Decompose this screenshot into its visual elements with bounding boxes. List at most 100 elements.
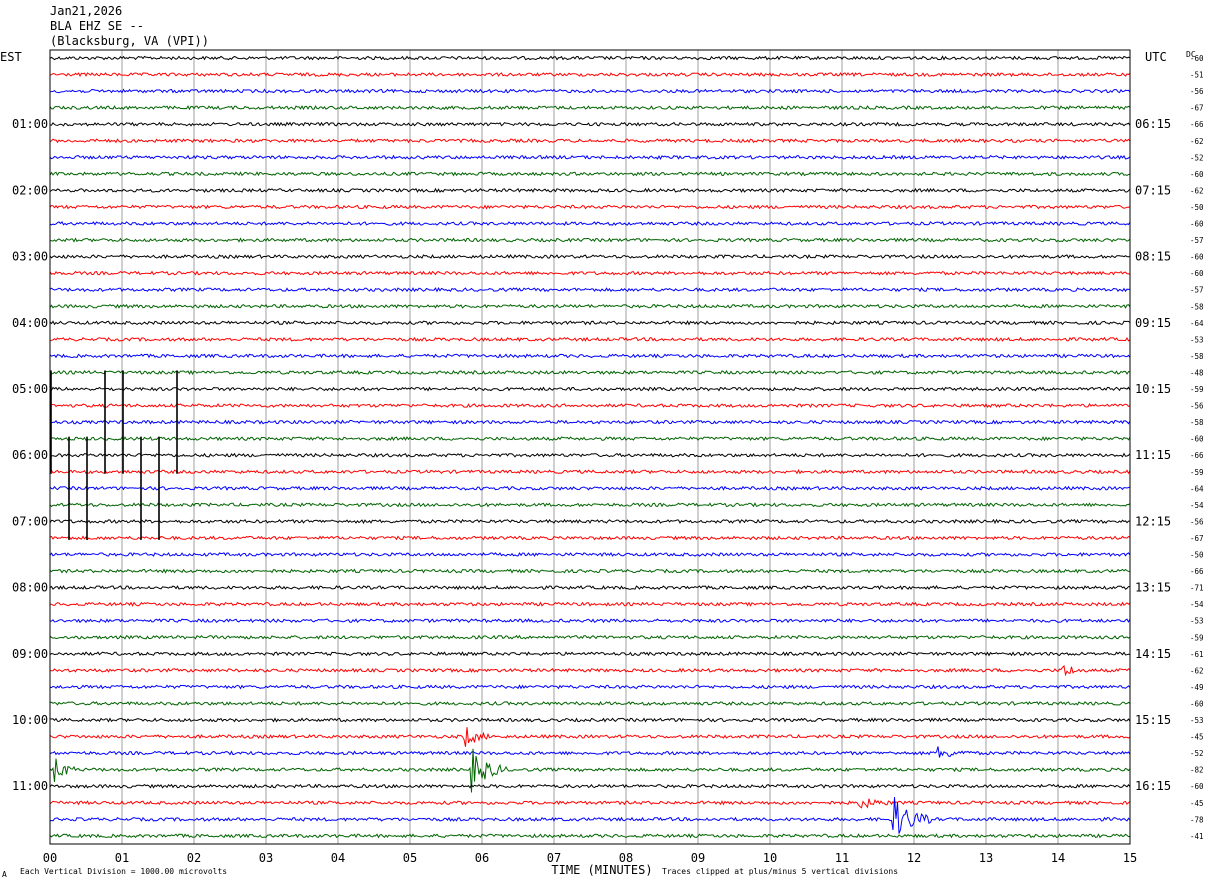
- left-hour-label: 04:00: [12, 316, 48, 330]
- dc-offset-label: -60: [1190, 699, 1204, 708]
- right-hour-label: 07:15: [1135, 183, 1171, 197]
- left-hour-label: 09:00: [12, 647, 48, 661]
- right-hour-label: 08:15: [1135, 250, 1171, 264]
- trace-24: [49, 436, 1131, 442]
- right-axis-title: UTC: [1145, 50, 1167, 64]
- x-tick-label: 06: [475, 851, 489, 865]
- dc-offset-label: -59: [1190, 385, 1204, 394]
- trace-36: [49, 634, 1131, 640]
- axis-labels: 00 01 02 03 04 05 06 07 08 09 10 11 12 13 14 15 TIME (MI…: [0, 50, 1204, 877]
- x-axis-title: TIME (MINUTES): [551, 863, 652, 877]
- trace-44: [49, 748, 1131, 793]
- trace-27: [49, 485, 1131, 491]
- right-hour-label: 10:15: [1135, 382, 1171, 396]
- trace-4: [49, 105, 1131, 111]
- left-hour-label: 02:00: [12, 183, 48, 197]
- trace-40: [49, 700, 1131, 706]
- trace-21: [49, 386, 1131, 392]
- dc-offset-label: -54: [1190, 600, 1204, 609]
- scale-note: Each Vertical Division = 1000.00 microvo…: [20, 867, 228, 876]
- dc-offset-label: -66: [1190, 567, 1204, 576]
- dc-offset-label: -66: [1190, 451, 1204, 460]
- trace-25: [49, 452, 1131, 458]
- dc-offset-label: -53: [1190, 335, 1204, 344]
- trace-7: [49, 154, 1131, 160]
- dc-offset-label: -58: [1190, 418, 1204, 427]
- trace-47: [49, 797, 1131, 834]
- trace-45: [49, 783, 1131, 789]
- trace-2: [49, 72, 1131, 78]
- trace-10: [49, 204, 1131, 210]
- clip-note: Traces clipped at plus/minus 5 vertical …: [662, 867, 899, 876]
- trace-22: [49, 403, 1131, 409]
- left-hour-label: 08:00: [12, 581, 48, 595]
- trace-23: [49, 419, 1131, 425]
- trace-31: [49, 552, 1131, 558]
- left-hour-label: 07:00: [12, 514, 48, 528]
- dc-offset-label: -58: [1190, 352, 1204, 361]
- dc-offset-label: -51: [1190, 71, 1204, 80]
- x-tick-label: 14: [1051, 851, 1065, 865]
- right-hour-label: 11:15: [1135, 448, 1171, 462]
- trace-17: [49, 320, 1131, 326]
- right-hour-label: 16:15: [1135, 779, 1171, 793]
- dc-offset-label: -58: [1190, 302, 1204, 311]
- trace-18: [49, 336, 1131, 342]
- dc-offset-label: -67: [1190, 104, 1204, 113]
- right-hour-label: 14:15: [1135, 647, 1171, 661]
- right-hour-label: 15:15: [1135, 713, 1171, 727]
- dc-offset-label: -59: [1190, 633, 1204, 642]
- trace-35: [49, 618, 1131, 624]
- x-tick-label: 01: [115, 851, 129, 865]
- trace-11: [49, 220, 1131, 226]
- dc-offset-label: -56: [1190, 517, 1204, 526]
- dc-offset-label: -60: [1190, 170, 1204, 179]
- dc-offset-label: -52: [1190, 749, 1204, 758]
- x-tick-label: 05: [403, 851, 417, 865]
- x-tick-label: 13: [979, 851, 993, 865]
- dc-offset-label: -53: [1190, 716, 1204, 725]
- dc-offset-label: -60: [1190, 782, 1204, 791]
- trace-19: [49, 353, 1131, 359]
- location-label: (Blacksburg, VA (VPI)): [50, 34, 209, 48]
- dc-offset-label: -59: [1190, 468, 1204, 477]
- dc-offset-label: -50: [1190, 203, 1204, 212]
- left-hour-label: 10:00: [12, 713, 48, 727]
- x-tick-label: 12: [907, 851, 921, 865]
- left-hour-label: 11:00: [12, 779, 48, 793]
- trace-14: [49, 270, 1131, 276]
- dc-offset-label: -52: [1190, 153, 1204, 162]
- left-hour-label: 06:00: [12, 448, 48, 462]
- trace-16: [49, 303, 1131, 309]
- trace-13: [49, 253, 1131, 260]
- corner-mark: A: [2, 870, 7, 879]
- x-tick-label: 10: [763, 851, 777, 865]
- dc-offset-label: -71: [1190, 584, 1204, 593]
- dc-offset-label: -61: [1190, 650, 1204, 659]
- dc-offset-label: -56: [1190, 402, 1204, 411]
- trace-9: [49, 187, 1131, 193]
- dc-offset-label: -62: [1190, 666, 1204, 675]
- dc-offset-label: -57: [1190, 286, 1204, 295]
- dc-offset-label: -48: [1190, 368, 1204, 377]
- trace-41: [49, 717, 1131, 723]
- dc-offset-label: -67: [1190, 534, 1204, 543]
- dc-offset-label: -78: [1190, 815, 1204, 824]
- dc-offset-label: -60: [1190, 54, 1204, 63]
- dc-offset-label: -50: [1190, 551, 1204, 560]
- x-tick-label: 03: [259, 851, 273, 865]
- dc-offset-label: -66: [1190, 120, 1204, 129]
- trace-38: [49, 665, 1131, 677]
- right-hour-label: 09:15: [1135, 316, 1171, 330]
- dc-offset-label: -57: [1190, 236, 1204, 245]
- trace-15: [49, 287, 1131, 293]
- right-hour-label: 13:15: [1135, 581, 1171, 595]
- right-hour-label: 06:15: [1135, 117, 1171, 131]
- trace-39: [49, 684, 1131, 690]
- trace-34: [50, 601, 1131, 607]
- dc-offset-label: -62: [1190, 186, 1204, 195]
- dc-offset-label: -82: [1190, 766, 1204, 775]
- plot-frame: [49, 49, 1131, 845]
- dc-offset-label: -64: [1190, 319, 1204, 328]
